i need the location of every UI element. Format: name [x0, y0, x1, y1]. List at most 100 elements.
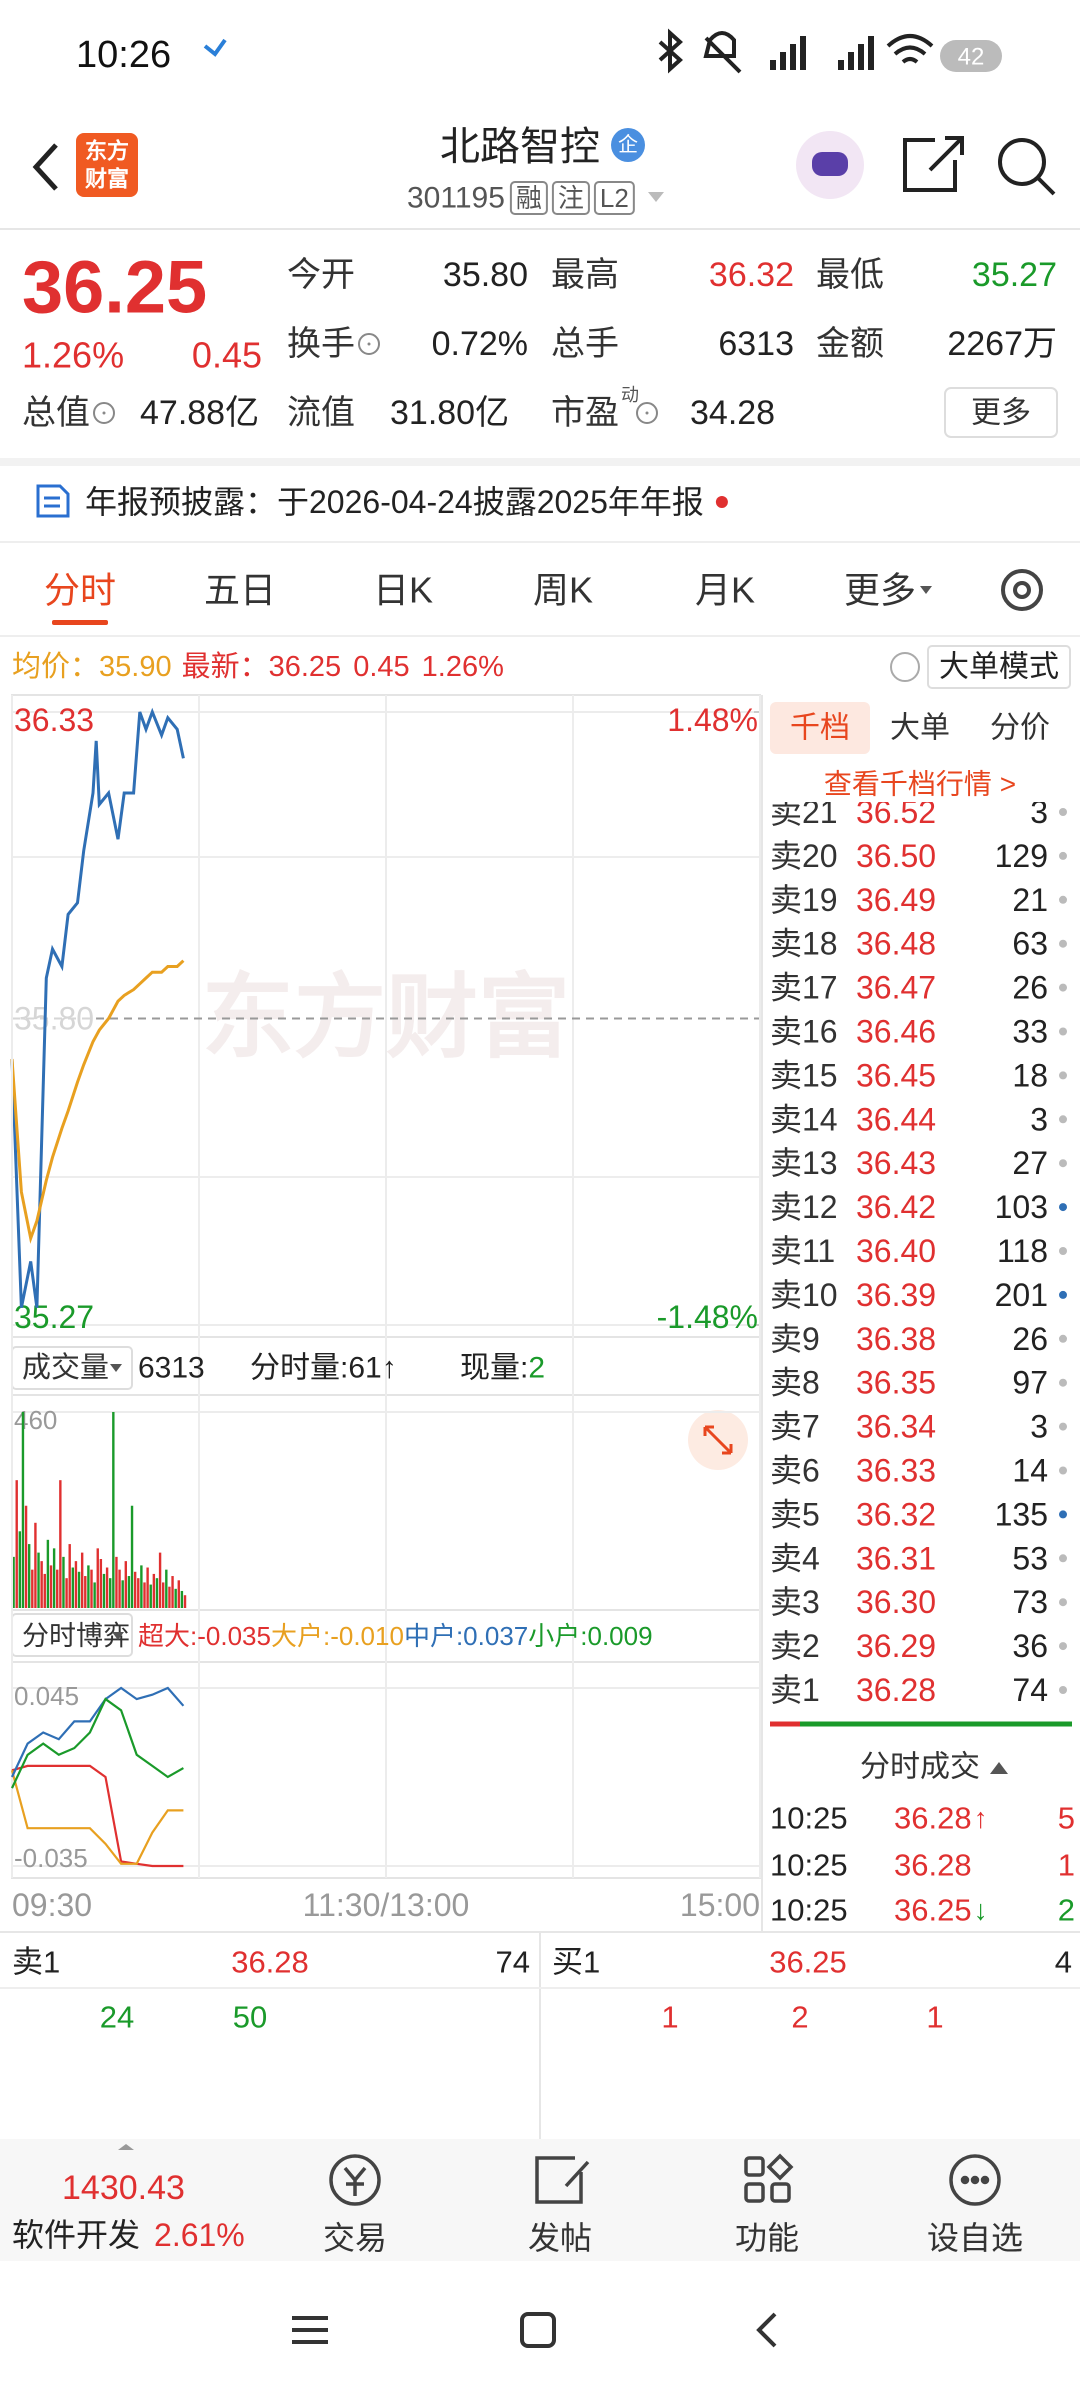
- volume-bar: [90, 1569, 93, 1608]
- ask-dot: [1059, 1071, 1067, 1080]
- order-tab[interactable]: 千档: [790, 712, 850, 745]
- badge-text: 企: [618, 133, 638, 156]
- ask-dot: [1059, 1247, 1067, 1255]
- large-order-button[interactable]: [927, 645, 1071, 689]
- order-tab-active[interactable]: [770, 702, 870, 754]
- ask-label: 卖10: [770, 1277, 838, 1313]
- volume-bar: [99, 1559, 103, 1608]
- volume-bar: [46, 1539, 50, 1608]
- volume-bar: [80, 1552, 84, 1608]
- more-button-label[interactable]: 更多: [971, 397, 1031, 430]
- trade-time: 10:25: [770, 1893, 848, 1928]
- search-button[interactable]: [998, 138, 1046, 186]
- volume-bar: [84, 1576, 87, 1608]
- volume-bar: [121, 1580, 124, 1608]
- volume-bar: [124, 1561, 127, 1608]
- volume-bar: [62, 1556, 65, 1608]
- trade-volume: 1: [1058, 1848, 1075, 1883]
- tab[interactable]: 五日: [204, 570, 276, 611]
- volume-bar: [127, 1576, 131, 1608]
- watchlist-icon[interactable]: [949, 2154, 1001, 2206]
- info-dot: [367, 342, 371, 346]
- more-button[interactable]: [944, 387, 1058, 438]
- notice-icon: [36, 484, 70, 518]
- stock-code: 301195: [407, 182, 505, 215]
- tab[interactable]: 分时: [44, 570, 116, 611]
- indicator-name: 大户:: [271, 1621, 330, 1651]
- volume-bar: [152, 1573, 156, 1608]
- logo-text: 东方: [85, 139, 129, 164]
- indicator-name: 小户:: [528, 1621, 587, 1651]
- tab[interactable]: 月K: [695, 570, 755, 611]
- volume-bar: [27, 1544, 31, 1608]
- stock-tag: 注: [558, 183, 584, 213]
- order-tab[interactable]: 大单: [890, 712, 950, 745]
- selector-arrow: [110, 1364, 122, 1372]
- volume-bar: [71, 1567, 75, 1608]
- x-tick-label: 09:30: [12, 1887, 92, 1923]
- y-tick-label: 460: [14, 1405, 57, 1435]
- ask-dot: [1059, 1203, 1067, 1212]
- logo[interactable]: [76, 133, 138, 197]
- ask-label: 卖20: [770, 838, 838, 874]
- y-tick-label: 0.045: [14, 1681, 79, 1711]
- indicator-selector-label[interactable]: 分时博弈: [22, 1621, 130, 1651]
- ask-label: 卖8: [770, 1365, 820, 1401]
- quote-side-volume: 74: [496, 1945, 530, 1980]
- latest-label: 最新：: [182, 650, 269, 683]
- quote-side-label: 卖1: [12, 1945, 60, 1980]
- volume-bar: [31, 1569, 34, 1608]
- back-key[interactable]: [756, 2312, 777, 2348]
- tab[interactable]: 更多: [844, 570, 916, 611]
- home-key[interactable]: [520, 2312, 556, 2348]
- stock-name: 北路智控: [440, 125, 600, 169]
- ask-label: 卖18: [770, 926, 838, 962]
- post-icon[interactable]: [535, 2156, 590, 2204]
- app-icon: [203, 38, 227, 57]
- function-icon[interactable]: [744, 2153, 794, 2203]
- order-book-link[interactable]: 查看千档行情 >: [824, 769, 1016, 800]
- status-time: 10:26: [76, 34, 171, 76]
- trade-price: 36.25: [894, 1893, 972, 1928]
- field-label: 换手: [287, 325, 355, 363]
- ask-volume: 135: [995, 1496, 1048, 1532]
- volume-bar: [118, 1569, 121, 1608]
- ask-dot: [1059, 1642, 1067, 1651]
- volume-bar: [168, 1586, 171, 1608]
- large-order-label[interactable]: 大单模式: [939, 651, 1059, 684]
- change-pct: 1.26%: [22, 335, 124, 376]
- nav-button-label[interactable]: 功能: [735, 2220, 799, 2256]
- trade-icon[interactable]: [329, 2154, 381, 2206]
- ask-dot: [1059, 1334, 1067, 1343]
- ask-dot: [1059, 1422, 1067, 1431]
- stock-tag: L2: [600, 183, 629, 213]
- ask-volume: 129: [995, 838, 1048, 874]
- ask-volume: 74: [1012, 1672, 1048, 1708]
- back-button[interactable]: [32, 143, 58, 191]
- volume-selector-label[interactable]: 成交量: [22, 1351, 109, 1384]
- ask-label: 卖13: [770, 1145, 838, 1181]
- index-value[interactable]: 1430.43: [62, 2169, 185, 2207]
- index-name: 软件开发: [12, 2217, 140, 2253]
- volume-bar: [165, 1569, 168, 1608]
- ask-price: 36.28: [856, 1672, 936, 1708]
- series-line: [11, 1764, 184, 1868]
- ask-label: 卖1: [770, 1672, 820, 1708]
- volume-bar: [177, 1580, 180, 1608]
- menu-key[interactable]: [292, 2316, 328, 2344]
- field-label: 今开: [287, 256, 355, 294]
- code-dropdown[interactable]: [648, 192, 664, 202]
- ask-volume: 27: [1012, 1145, 1048, 1181]
- share-button[interactable]: [903, 136, 964, 192]
- tab[interactable]: 日K: [373, 570, 433, 611]
- settings-button[interactable]: [1001, 569, 1043, 611]
- nav-button-label[interactable]: 交易: [323, 2220, 387, 2256]
- ask-price: 36.31: [856, 1540, 936, 1576]
- system-nav: [292, 2312, 777, 2348]
- nav-button-label[interactable]: 设自选: [927, 2220, 1023, 2256]
- nav-button-label[interactable]: 发帖: [528, 2220, 592, 2256]
- help-icon[interactable]: [890, 652, 920, 682]
- order-tab[interactable]: 分价: [990, 712, 1050, 745]
- tab[interactable]: 周K: [533, 570, 593, 611]
